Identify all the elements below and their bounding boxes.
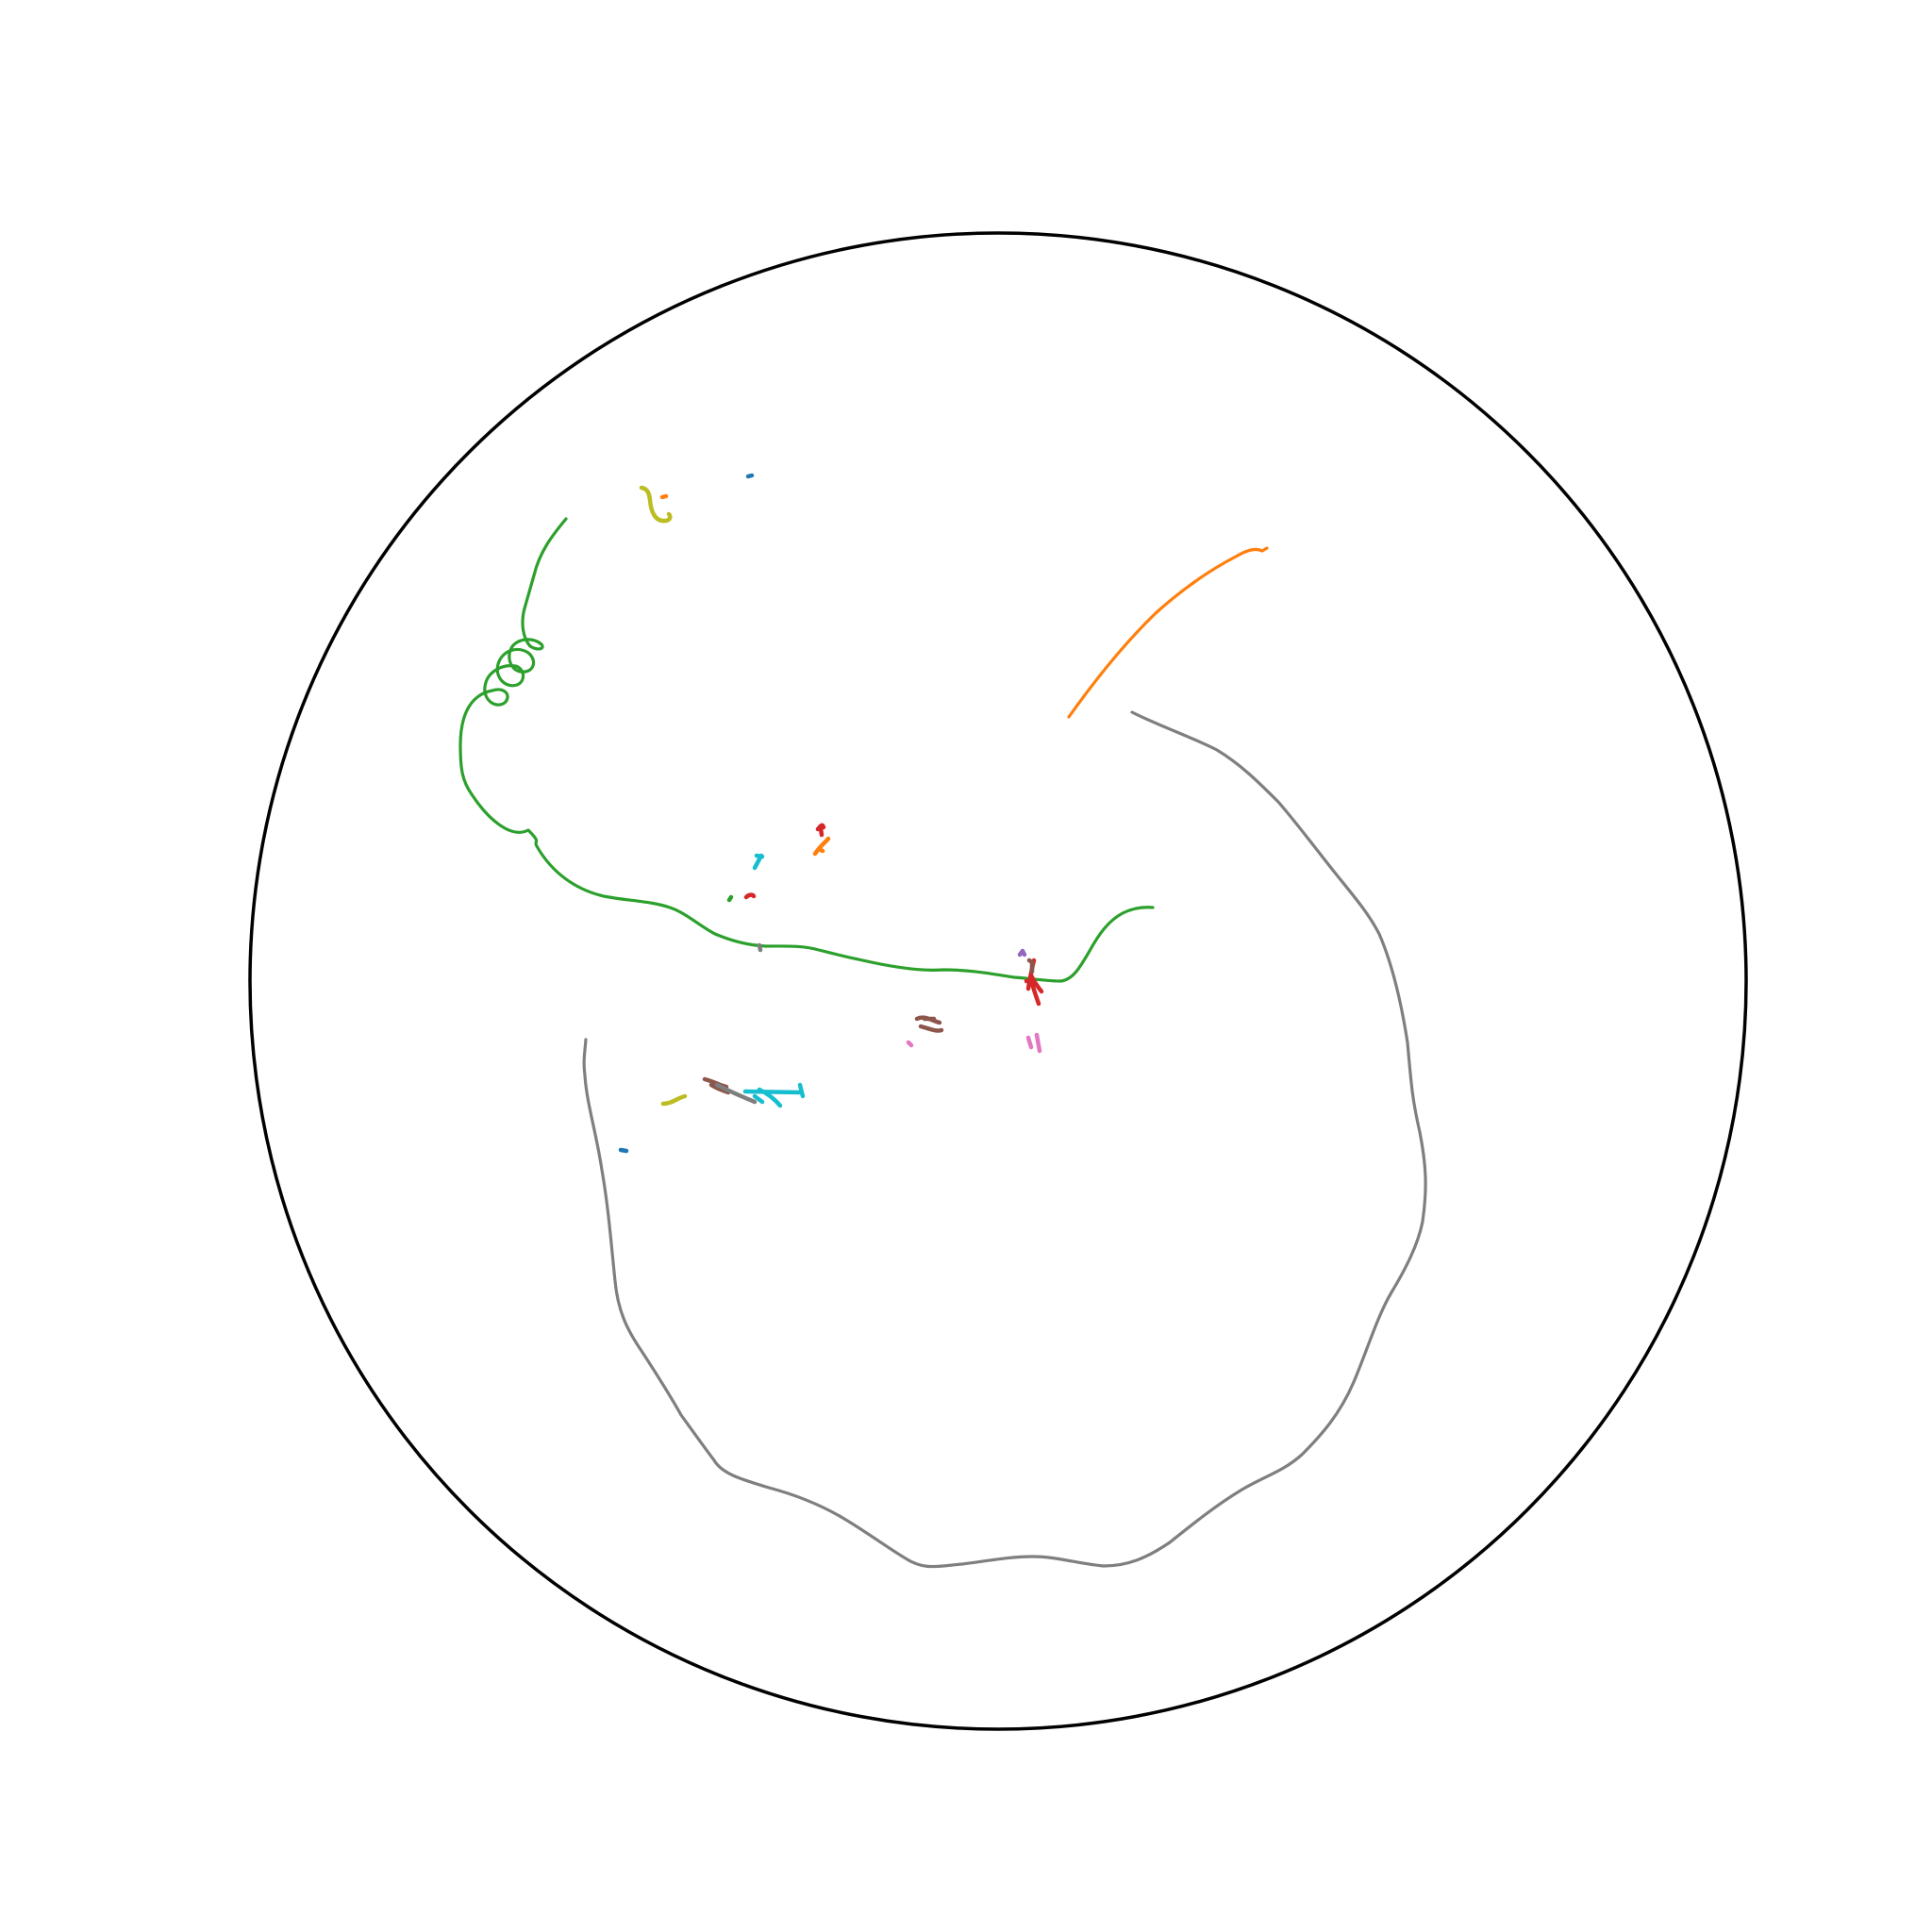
boundary-circle [248, 231, 1748, 1731]
trajectory-pink-left [906, 1040, 914, 1048]
trajectory-brown-cross [1026, 958, 1035, 974]
trajectory-red-mid [815, 823, 826, 838]
trajectory-gray-small [757, 942, 763, 953]
trajectory-green-small [726, 894, 734, 903]
trajectory-orange-dot-top [659, 493, 669, 500]
trajectory-group [458, 473, 1427, 1569]
trajectory-gray-long [582, 710, 1427, 1569]
trajectory-gray-low [714, 1082, 758, 1105]
trajectory-pink-right [1025, 1032, 1042, 1054]
trajectory-blue-low [618, 1147, 629, 1154]
trajectory-cyan-mid [752, 853, 765, 871]
trajectory-blue-dot-top [745, 473, 755, 479]
trajectory-purple-small [1017, 948, 1027, 958]
trajectory-orange-long [1067, 546, 1269, 719]
trajectory-cyan-low [742, 1082, 806, 1108]
trajectory-green-long [458, 517, 1155, 983]
trajectory-red-small [743, 892, 757, 900]
trajectory-olive-low [660, 1093, 688, 1107]
trajectory-olive-top [639, 485, 673, 524]
trajectory-brown-mid [914, 1015, 944, 1033]
trajectory-orange-mid [812, 836, 831, 857]
